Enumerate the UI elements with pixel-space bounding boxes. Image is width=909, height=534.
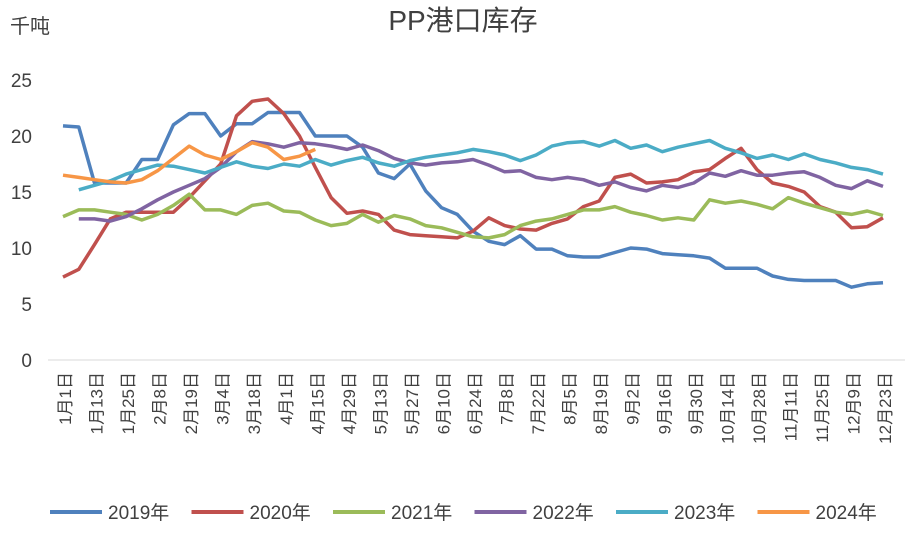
- x-tick-label: 12月9日: [845, 372, 864, 434]
- x-tick-label: 9月16日: [655, 372, 674, 434]
- x-tick-label: 5月27日: [403, 372, 422, 434]
- legend-label: 2019年: [108, 502, 169, 524]
- y-axis-label: 千吨: [10, 15, 50, 38]
- legend-label: 2022年: [533, 502, 594, 524]
- x-tick-label: 11月25日: [813, 372, 832, 443]
- y-tick-label: 0: [21, 351, 32, 372]
- x-tick-label: 4月15日: [308, 372, 327, 434]
- legend-label: 2020年: [250, 502, 311, 524]
- x-tick-label: 3月4日: [214, 372, 233, 425]
- legend-label: 2024年: [816, 502, 877, 524]
- x-tick-label: 6月10日: [434, 372, 453, 434]
- x-tick-label: 10月14日: [718, 372, 737, 444]
- x-tick-label: 12月23日: [876, 372, 895, 444]
- x-tick-label: 2月8日: [151, 372, 170, 425]
- y-tick-label: 5: [21, 295, 32, 316]
- x-tick-label: 11月11日: [781, 372, 800, 441]
- series-line: [78, 139, 884, 223]
- x-tick-label: 8月5日: [561, 372, 580, 425]
- x-tick-label: 1月25日: [119, 372, 138, 434]
- x-tick-label: 9月2日: [624, 372, 643, 425]
- x-tick-label: 1月13日: [88, 372, 107, 434]
- x-tick-label: 6月24日: [466, 372, 485, 434]
- x-tick-label: 7月8日: [498, 372, 517, 425]
- chart-title: PP港口库存: [388, 5, 537, 36]
- x-tick-label: 3月18日: [245, 372, 264, 434]
- y-tick-label: 10: [11, 239, 32, 260]
- legend-label: 2021年: [391, 502, 452, 524]
- x-tick-label: 4月1日: [277, 372, 296, 425]
- series-line: [62, 192, 884, 240]
- x-tick-label: 2月19日: [182, 372, 201, 434]
- legend-label: 2023年: [674, 502, 735, 524]
- x-tick-label: 8月19日: [592, 372, 611, 434]
- y-tick-label: 20: [11, 127, 32, 148]
- x-tick-label: 7月22日: [529, 372, 548, 434]
- x-tick-label: 5月13日: [371, 372, 390, 434]
- x-tick-label: 9月30日: [687, 372, 706, 434]
- series-line: [78, 138, 884, 192]
- y-tick-label: 15: [11, 183, 32, 204]
- y-tick-label: 25: [11, 71, 32, 92]
- x-tick-label: 10月28日: [750, 372, 769, 444]
- x-tick-label: 1月1日: [56, 372, 75, 425]
- series-line: [62, 140, 316, 185]
- x-tick-label: 4月29日: [340, 372, 359, 434]
